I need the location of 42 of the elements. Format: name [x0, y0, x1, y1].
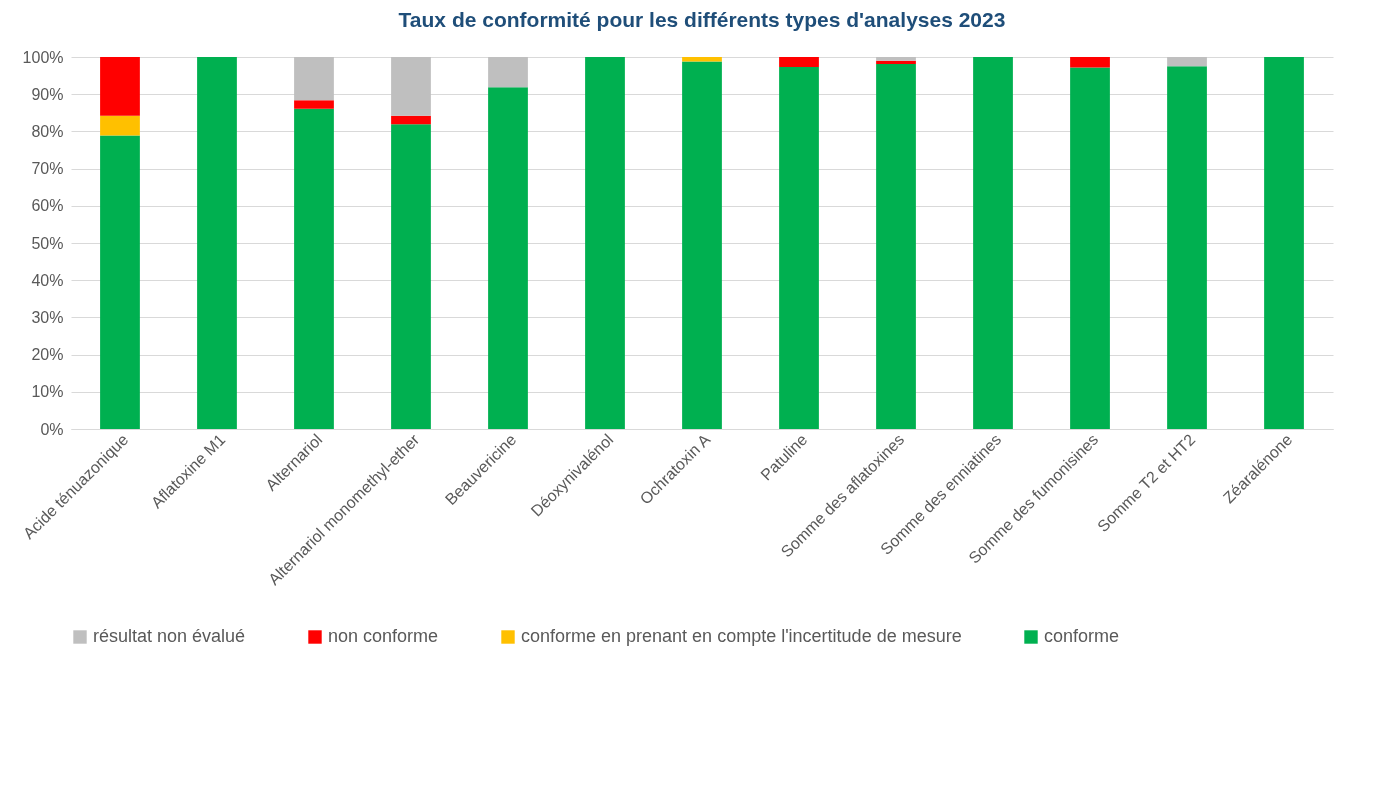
bar [1264, 57, 1304, 429]
y-tick-label: 70% [31, 160, 64, 178]
y-tick-label: 30% [31, 308, 64, 326]
legend-label: non conforme [328, 626, 439, 646]
bar [682, 57, 722, 62]
bar [585, 57, 625, 429]
y-tick-label: 0% [40, 420, 64, 438]
bar [876, 64, 916, 429]
bar [682, 61, 722, 429]
bar [294, 108, 334, 429]
y-tick-label: 100% [22, 48, 64, 66]
bar [100, 57, 140, 116]
y-tick-label: 80% [31, 122, 64, 140]
legend-label: conforme [1044, 626, 1120, 646]
bar [100, 115, 140, 136]
y-tick-label: 20% [31, 346, 64, 364]
y-tick-label: 60% [31, 197, 64, 215]
bar [488, 87, 528, 429]
bar [1167, 57, 1207, 67]
bar [876, 57, 916, 61]
bar [391, 124, 431, 429]
bar [1167, 66, 1207, 429]
bar [391, 115, 431, 125]
y-tick-label: 40% [31, 271, 64, 289]
bar [779, 57, 819, 68]
y-tick-label: 90% [31, 85, 64, 103]
legend-label: conforme en prenant en compte l'incertitude de mesure [521, 626, 962, 646]
bar [779, 67, 819, 429]
bar [1070, 57, 1110, 68]
chart-title: Taux de conformité pour les différents types d'analyses 2023 [398, 8, 1006, 31]
legend-label: résultat non évalué [93, 626, 246, 646]
y-tick-label: 50% [31, 234, 64, 252]
bar [1070, 67, 1110, 429]
bar [197, 57, 237, 429]
bar [488, 57, 528, 88]
bar [100, 135, 140, 429]
y-tick-label: 10% [31, 383, 64, 401]
bar [294, 57, 334, 101]
bar [294, 100, 334, 109]
bar [973, 57, 1013, 429]
bar [391, 57, 431, 116]
bar [876, 60, 916, 65]
